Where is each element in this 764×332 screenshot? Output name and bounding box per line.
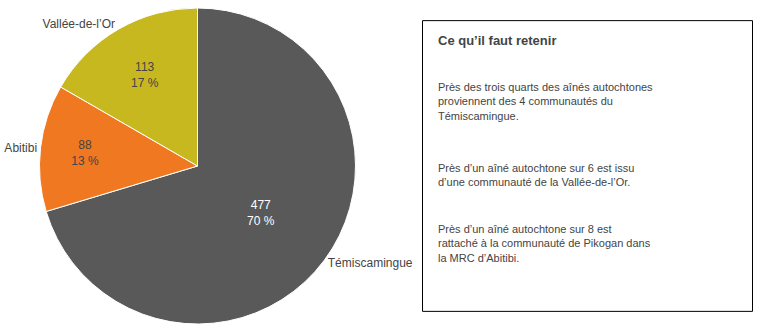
svg-text:11317 %: 11317 % <box>131 60 159 90</box>
svg-text:Près des trois quarts des aîné: Près des trois quarts des aînés autochto… <box>438 81 653 122</box>
svg-text:Abitibi: Abitibi <box>4 141 37 155</box>
svg-text:8813 %: 8813 % <box>71 138 99 168</box>
svg-text:Près d’un aîné autochtone sur: Près d’un aîné autochtone sur 6 est issu… <box>438 162 634 188</box>
svg-text:Témiscamingue: Témiscamingue <box>328 256 413 270</box>
svg-text:Ce qu’il faut retenir: Ce qu’il faut retenir <box>438 33 556 48</box>
svg-text:Près d’un aîné autochtone sur: Près d’un aîné autochtone sur 8 estratta… <box>438 223 651 264</box>
svg-text:47770 %: 47770 % <box>247 198 275 228</box>
svg-text:Vallée-de-l’Or: Vallée-de-l’Or <box>43 17 115 31</box>
